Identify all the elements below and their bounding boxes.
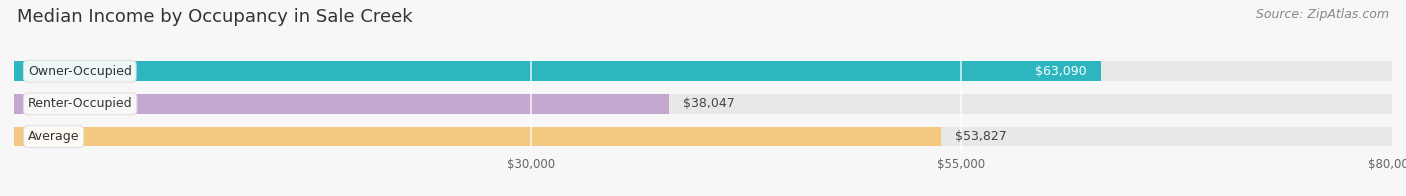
Text: Median Income by Occupancy in Sale Creek: Median Income by Occupancy in Sale Creek [17, 8, 412, 26]
Bar [14, 127, 1392, 146]
Text: Renter-Occupied: Renter-Occupied [28, 97, 132, 110]
Bar [14, 94, 669, 114]
Bar [14, 94, 1392, 114]
Text: Average: Average [28, 130, 79, 143]
Text: $53,827: $53,827 [955, 130, 1007, 143]
Text: $63,090: $63,090 [1035, 65, 1087, 78]
Text: Owner-Occupied: Owner-Occupied [28, 65, 132, 78]
Bar [14, 127, 941, 146]
Bar [14, 61, 1101, 81]
Text: $38,047: $38,047 [683, 97, 735, 110]
Bar [14, 61, 1392, 81]
Text: Source: ZipAtlas.com: Source: ZipAtlas.com [1256, 8, 1389, 21]
